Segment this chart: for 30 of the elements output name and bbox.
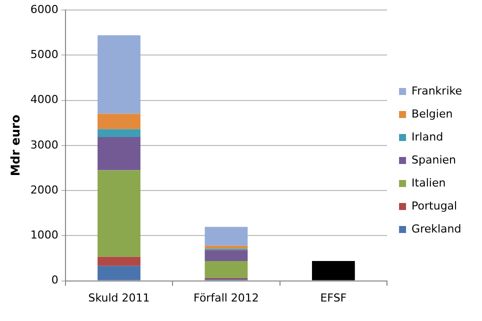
bar [98, 266, 140, 280]
legend-label: Belgien [412, 107, 453, 120]
legend-label: Italien [412, 176, 446, 190]
y-tick-label: 6000 [30, 2, 58, 16]
y-tick-label: 5000 [30, 48, 58, 61]
y-tick-label: 1000 [30, 228, 58, 242]
x-tick-label: Skuld 2011 [88, 291, 150, 304]
y-tick-label: 4000 [30, 93, 58, 106]
x-tick-label: Förfall 2012 [194, 291, 259, 304]
bar [312, 260, 355, 280]
legend-label: Portugal [412, 199, 458, 212]
bar [98, 137, 140, 170]
y-tick-label: 2000 [30, 183, 58, 196]
legend-label: Irland [412, 130, 444, 144]
bar [98, 114, 140, 130]
bar [98, 256, 140, 266]
y-tick-label: 0 [51, 274, 58, 287]
bar [98, 35, 140, 114]
bar [98, 129, 140, 138]
legend-label: Grekland [412, 222, 462, 236]
legend-label: Spanien [412, 153, 456, 166]
bar [98, 170, 140, 257]
bar [204, 260, 248, 278]
legend-label: Frankrike [412, 84, 462, 98]
x-tick-label: EFSF [320, 291, 347, 304]
bar [204, 246, 248, 249]
bar [204, 250, 248, 261]
y-tick-label: 3000 [30, 138, 58, 152]
y-axis-title: Mdr euro [8, 114, 22, 176]
bar [204, 226, 248, 246]
